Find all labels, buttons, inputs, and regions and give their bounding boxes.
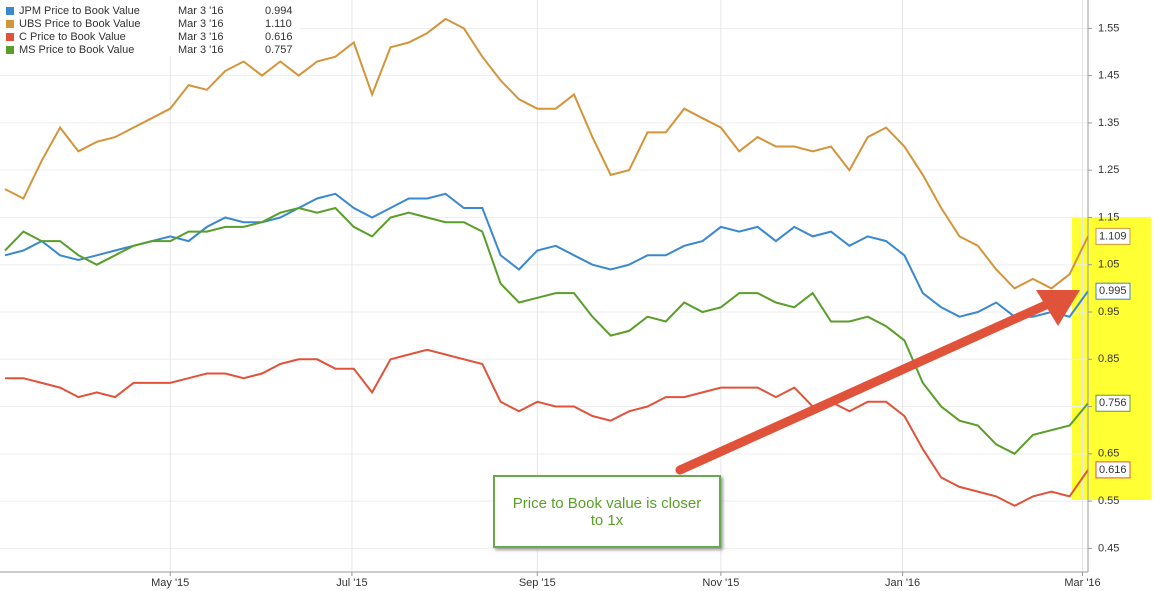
- arrow: [675, 290, 1080, 475]
- end-label-box: [1095, 282, 1131, 300]
- y-tick-label: 0.55: [1098, 495, 1119, 507]
- legend-swatch: [6, 33, 14, 41]
- end-label-box: [1095, 394, 1131, 412]
- legend-value: 0.994: [265, 5, 293, 17]
- legend-date: Mar 3 '16: [178, 18, 224, 30]
- x-tick-label: Jul '15: [336, 577, 367, 589]
- legend-name: UBS Price to Book Value: [19, 18, 140, 30]
- arrow-head: [1036, 290, 1080, 326]
- y-tick-label: 1.35: [1098, 117, 1119, 129]
- legend-name: C Price to Book Value: [19, 31, 126, 43]
- grid: [0, 0, 1088, 572]
- legend-value: 1.110: [265, 18, 292, 30]
- end-label-box: [1095, 461, 1131, 479]
- series-line: [5, 348, 1089, 507]
- end-label: 0.756: [1099, 397, 1127, 409]
- x-tick-label: Sep '15: [519, 577, 556, 589]
- legend-swatch: [6, 46, 14, 54]
- end-label: 0.616: [1099, 464, 1127, 476]
- labels: 0.450.550.650.750.850.951.051.151.251.35…: [151, 22, 1131, 589]
- legend-value: 0.616: [265, 31, 293, 43]
- end-label: 0.995: [1099, 285, 1127, 297]
- y-tick-label: 0.45: [1098, 542, 1119, 554]
- legend-swatch: [6, 20, 14, 28]
- y-tick-label: 0.85: [1098, 353, 1119, 365]
- lines: [4, 17, 1089, 507]
- y-tick-label: 1.45: [1098, 70, 1119, 82]
- series-line: [4, 17, 1089, 290]
- end-label-box: [1095, 227, 1131, 245]
- x-tick-label: May '15: [151, 577, 189, 589]
- y-tick-label: 0.65: [1098, 448, 1119, 460]
- series-line: [4, 206, 1089, 456]
- legend-value: 0.757: [265, 44, 293, 56]
- x-tick-label: Mar '16: [1064, 577, 1100, 589]
- annotation: Price to Book value is closer to 1x: [493, 475, 721, 548]
- legend: JPM Price to Book Value Mar 3 '16 0.994 UBS…: [6, 5, 293, 56]
- legend-date: Mar 3 '16: [178, 44, 224, 56]
- legend-name: JPM Price to Book Value: [19, 5, 140, 17]
- arrow-shaft: [675, 299, 1053, 475]
- y-tick-label: 1.55: [1098, 22, 1119, 34]
- legend-name: MS Price to Book Value: [19, 44, 134, 56]
- x-tick-label: Jan '16: [885, 577, 920, 589]
- highlight-box: [1072, 217, 1151, 500]
- y-tick-label: 1.05: [1098, 259, 1119, 271]
- legend-date: Mar 3 '16: [178, 5, 224, 17]
- x-tick-label: Nov '15: [702, 577, 739, 589]
- series-line: [4, 192, 1089, 318]
- legend-swatch: [6, 7, 14, 15]
- y-tick-label: 1.25: [1098, 164, 1119, 176]
- end-label: 1.109: [1099, 230, 1127, 242]
- legend-bg: [0, 0, 300, 56]
- y-tick-label: 0.95: [1098, 306, 1119, 318]
- legend-date: Mar 3 '16: [178, 31, 224, 43]
- y-tick-label: 1.15: [1098, 211, 1119, 223]
